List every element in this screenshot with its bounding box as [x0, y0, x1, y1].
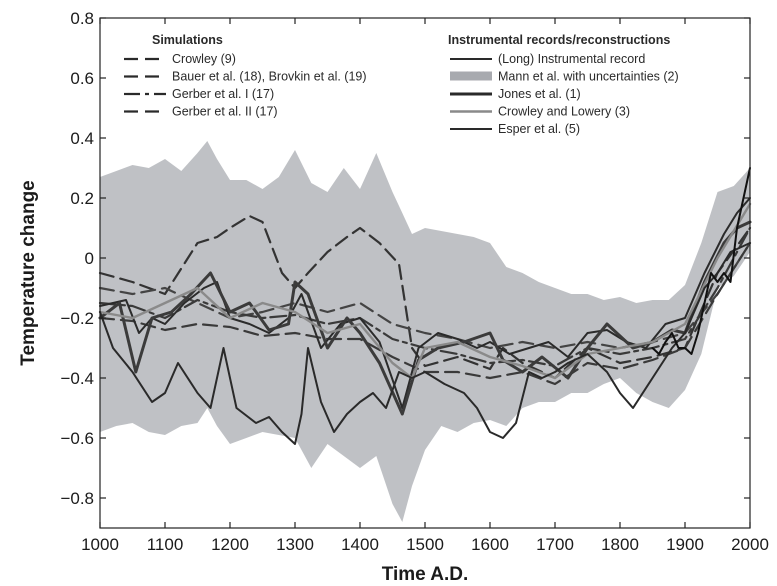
y-tick-label: 0.6 — [70, 69, 94, 88]
y-tick-label: 0 — [85, 249, 94, 268]
legend-entry-label: Jones et al. (1) — [498, 87, 581, 101]
legend-entry-label: Crowley (9) — [172, 52, 236, 66]
legend-entry-label: Mann et al. with uncertainties (2) — [498, 70, 679, 84]
x-tick-label: 1300 — [276, 535, 314, 554]
legend-entry-label: Crowley and Lowery (3) — [498, 105, 630, 119]
x-tick-label: 1100 — [147, 535, 184, 554]
y-tick-label: −0.8 — [60, 489, 94, 508]
legend-entry-label: Esper et al. (5) — [498, 122, 580, 136]
y-tick-label: 0.8 — [70, 9, 94, 28]
legend-entry-label: (Long) Instrumental record — [498, 52, 645, 66]
x-tick-label: 1600 — [471, 535, 509, 554]
series-layer — [98, 167, 752, 445]
legend-group-title: Instrumental records/reconstructions — [448, 33, 670, 47]
x-tick-label: 1900 — [666, 535, 704, 554]
x-tick-label: 1700 — [536, 535, 574, 554]
uncertainty-band-layer — [100, 141, 750, 522]
series-line-8 — [651, 167, 751, 355]
legend: Simulations Crowley (9) Bauer et al. (18),… — [124, 33, 679, 136]
series-line-7 — [99, 242, 751, 445]
y-tick-label: −0.4 — [60, 369, 94, 388]
uncertainty-band — [100, 141, 750, 522]
x-tick-label: 1200 — [211, 535, 249, 554]
x-axis-title: Time A.D. — [382, 564, 469, 585]
legend-swatch-band — [450, 71, 492, 81]
y-axis-title: Temperature change — [18, 180, 39, 365]
x-tick-label: 1400 — [341, 535, 379, 554]
x-tick-label: 2000 — [731, 535, 769, 554]
x-tick-label: 1500 — [406, 535, 444, 554]
legend-entry-label: Gerber et al. II (17) — [172, 105, 278, 119]
legend-group-title: Simulations — [152, 33, 223, 47]
y-tick-label: −0.6 — [60, 429, 94, 448]
series-line-4 — [99, 197, 751, 409]
tick-layer: 1000 1100 1200 1300 1400 1500 1600 1700 1800 1900… — [60, 9, 768, 554]
y-tick-label: 0.4 — [70, 129, 94, 148]
x-tick-label: 1000 — [81, 535, 119, 554]
y-tick-label: 0.2 — [70, 189, 94, 208]
y-tick-label: −0.2 — [60, 309, 94, 328]
legend-entry-label: Gerber et al. I (17) — [172, 87, 274, 101]
x-tick-label: 1800 — [601, 535, 639, 554]
series-line-6 — [98, 202, 752, 380]
legend-entry-label: Bauer et al. (18), Brovkin et al. (19) — [172, 70, 367, 84]
series-line-1 — [98, 241, 752, 350]
